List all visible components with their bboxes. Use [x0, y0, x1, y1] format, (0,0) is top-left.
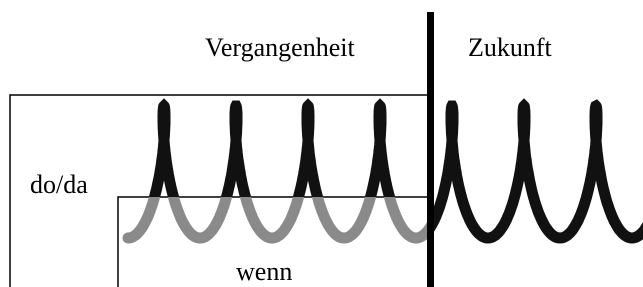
time-divider [427, 12, 434, 287]
future-label: Zukunft [468, 33, 553, 62]
past-label: Vergangenheit [205, 33, 355, 62]
wenn-label: wenn [236, 257, 292, 286]
do-da-label: do/da [30, 170, 88, 199]
diagram: Vergangenheit Zukunft do/da wenn [0, 0, 643, 287]
